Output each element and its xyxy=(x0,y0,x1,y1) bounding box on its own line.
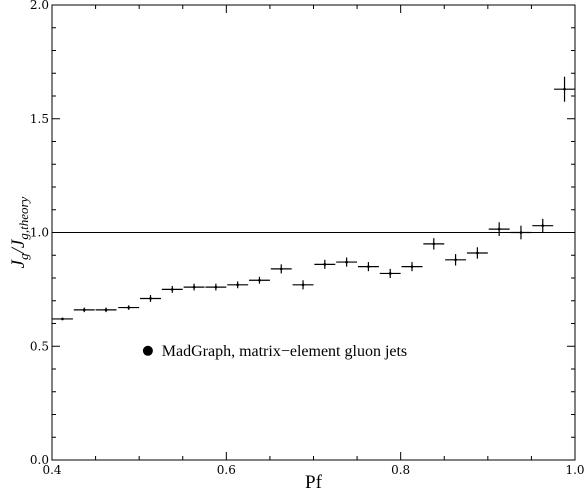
y-label-sep: /J xyxy=(8,238,29,254)
data-point xyxy=(183,283,205,291)
data-point xyxy=(227,281,249,289)
data-point xyxy=(270,264,292,274)
y-label-main: J xyxy=(8,258,29,268)
point-marker xyxy=(236,283,239,287)
point-marker xyxy=(301,283,305,287)
point-marker xyxy=(563,87,566,91)
point-marker xyxy=(104,308,108,312)
y-label-sub1: g xyxy=(16,253,31,260)
data-point xyxy=(205,283,227,291)
point-marker xyxy=(367,265,370,268)
point-marker xyxy=(214,285,218,289)
point-marker xyxy=(541,224,545,227)
data-point xyxy=(292,280,314,290)
data-point xyxy=(466,247,488,259)
data-point xyxy=(314,259,336,269)
x-tick-label: 0.6 xyxy=(217,463,236,477)
data-point xyxy=(336,257,358,267)
point-marker xyxy=(454,258,457,262)
data-point xyxy=(445,254,467,266)
data-point xyxy=(140,295,161,302)
y-axis-label: Jg/Jg,theory xyxy=(8,196,31,268)
point-marker xyxy=(192,285,196,289)
data-point xyxy=(52,317,73,321)
legend-marker xyxy=(142,345,153,356)
data-point xyxy=(118,305,140,310)
data-point xyxy=(554,76,575,102)
point-marker xyxy=(61,317,64,321)
data-point xyxy=(488,222,510,236)
data-point xyxy=(510,225,532,240)
point-marker xyxy=(476,251,479,255)
point-marker xyxy=(410,265,414,268)
y-tick-label: 0.5 xyxy=(30,339,49,353)
point-marker xyxy=(323,263,327,266)
data-point xyxy=(248,276,270,284)
data-point xyxy=(161,285,183,293)
data-point xyxy=(532,218,554,233)
data-point xyxy=(401,262,423,272)
y-tick-label: 2.0 xyxy=(30,0,49,12)
axis-tick-labels: 0.4 0.6 0.8 1.0 0.0 0.5 1.0 1.5 2.0 xyxy=(30,0,585,477)
point-marker xyxy=(432,242,436,246)
point-marker xyxy=(279,267,283,271)
data-point xyxy=(95,307,117,313)
point-marker xyxy=(345,260,348,264)
x-tick-label: 1.0 xyxy=(565,463,584,477)
data-point xyxy=(423,238,445,250)
data-point xyxy=(379,268,401,278)
point-marker xyxy=(258,278,261,282)
y-tick-label: 1.0 xyxy=(30,226,49,240)
y-tick-label: 0.0 xyxy=(30,453,49,467)
axis-ticks xyxy=(51,4,576,461)
x-tick-label: 0.8 xyxy=(391,463,410,477)
data-point xyxy=(73,307,95,313)
point-marker xyxy=(127,306,131,309)
point-marker xyxy=(149,297,152,300)
x-tick-label: 0.4 xyxy=(42,463,61,477)
point-marker xyxy=(519,231,523,234)
data-point xyxy=(357,262,379,272)
point-marker xyxy=(170,288,174,291)
y-label-sub2: g,theory xyxy=(16,196,31,239)
legend: MadGraph, matrix−element gluon jets xyxy=(142,343,407,360)
point-marker xyxy=(497,227,501,231)
x-axis-label: Pf xyxy=(305,472,323,491)
y-tick-label: 1.5 xyxy=(30,112,49,126)
point-marker xyxy=(388,272,392,275)
legend-label: MadGraph, matrix−element gluon jets xyxy=(162,343,407,360)
data-points xyxy=(52,76,575,321)
point-marker xyxy=(82,308,86,312)
